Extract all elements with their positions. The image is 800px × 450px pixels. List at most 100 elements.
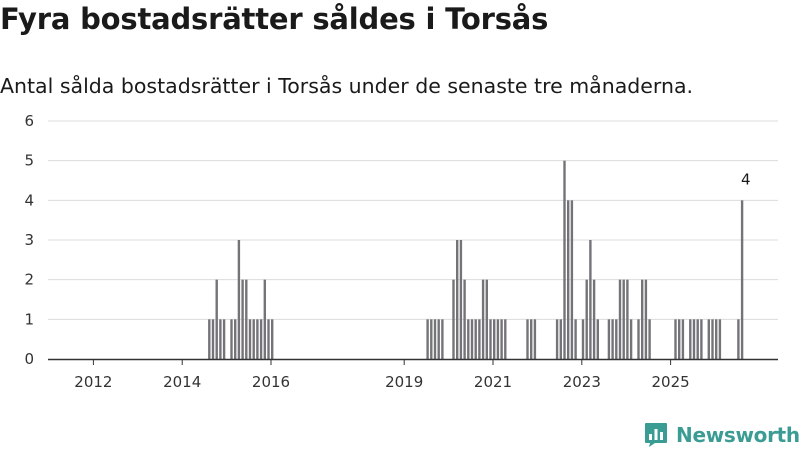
bar [533,319,537,359]
bar [678,319,681,359]
bar [596,319,599,359]
bar [681,319,685,359]
bar [441,319,444,359]
bar [241,279,244,359]
bar [467,319,470,359]
brand-name: Newsworthy [676,423,800,447]
bar [570,200,574,359]
bar [245,279,248,359]
x-tick-label: 2016 [252,373,290,391]
bar [222,319,226,359]
x-tick-label: 2019 [385,373,423,391]
bar [493,319,496,359]
x-tick-label: 2021 [474,373,512,391]
bar [581,319,585,359]
bar [263,279,266,359]
bar [430,319,433,359]
bar [696,319,699,359]
bar [641,279,644,359]
bar [648,319,651,359]
x-tick-label: 2023 [563,373,601,391]
y-tick-label: 2 [24,271,34,289]
bar [256,319,259,359]
bar [437,319,440,359]
bar [592,279,596,359]
bar [585,279,588,359]
bar [474,319,477,359]
bar [496,319,500,359]
newsworthy-logo: Newsworthy [644,420,800,450]
bar [526,319,529,359]
bar [718,319,722,359]
bar [459,240,463,359]
y-tick-label: 1 [24,310,34,328]
bar [622,279,625,359]
bar [589,240,592,359]
x-tick-label: 2014 [163,373,201,391]
bar [230,319,233,359]
chart-title: Fyra bostadsrätter såldes i Torsås [0,2,549,36]
bar [615,319,618,359]
bar [504,319,507,359]
bar [740,200,744,359]
x-tick-label: 2025 [652,373,690,391]
y-axis-ticks: 0 1 2 3 4 5 6 [24,112,34,368]
bar [563,160,566,359]
x-tick-label: 2012 [74,373,112,391]
bar [478,319,481,359]
bar [618,279,622,359]
bar [470,319,474,359]
annotation: 4 [741,170,751,188]
bar [485,279,488,359]
bar [481,279,485,359]
chart-subtitle: Antal sålda bostadsrätter i Torsås under… [0,74,694,98]
bar-chart-logo-icon [645,423,667,447]
bar [711,319,714,359]
x-axis-ticks: 2012 2014 2016 2019 2021 2023 2025 [74,359,690,391]
annotation-label: 4 [741,170,751,188]
bar [692,319,696,359]
bar [215,279,218,359]
bar [707,319,710,359]
bar [433,319,437,359]
bar [252,319,255,359]
bar [555,319,559,359]
bar [271,319,274,359]
bar [607,319,611,359]
y-tick-label: 0 [24,350,34,368]
y-tick-label: 3 [24,231,34,249]
bar [267,319,270,359]
bar [626,279,629,359]
bar [259,319,263,359]
bar [574,319,577,359]
bar [629,319,633,359]
bar [737,319,740,359]
bar [237,240,241,359]
bar [689,319,692,359]
bar [530,319,533,359]
bars [208,160,744,359]
bar [715,319,718,359]
y-tick-label: 4 [24,191,34,209]
bar [234,319,237,359]
bar [426,319,429,359]
bar [644,279,648,359]
bar [611,319,614,359]
bar [219,319,222,359]
bar [637,319,640,359]
y-tick-label: 5 [24,152,34,170]
bar [700,319,703,359]
bar [208,319,211,359]
bar [489,319,492,359]
bar [211,319,215,359]
bar [559,319,562,359]
bar [674,319,677,359]
bar [567,200,570,359]
y-tick-label: 6 [24,112,34,130]
bar [452,279,455,359]
bar [456,240,459,359]
grid-lines [48,120,778,320]
bar [500,319,503,359]
bar [248,319,252,359]
